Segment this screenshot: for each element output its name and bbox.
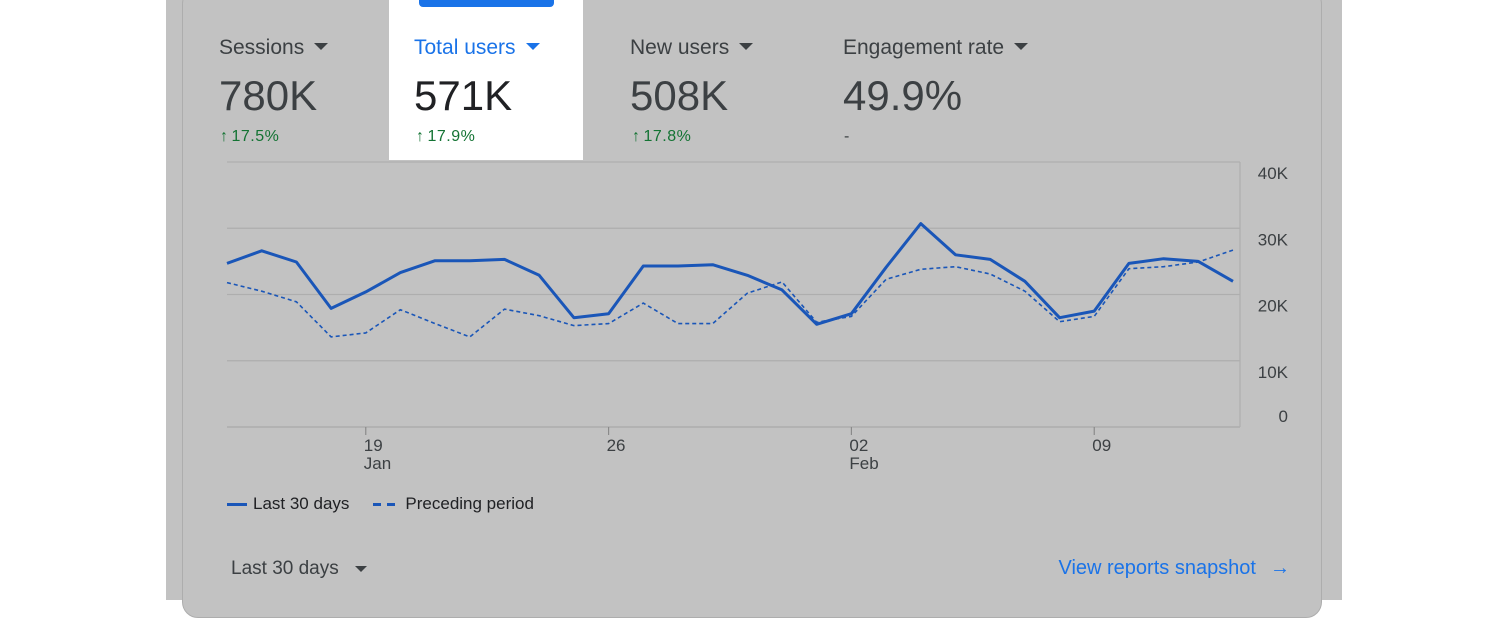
arrow-up-icon: ↑ [220, 128, 229, 145]
arrow-right-icon: → [1270, 557, 1290, 579]
chart-legend: Last 30 days Preceding period [227, 494, 558, 514]
legend-item-current: Last 30 days [227, 494, 349, 514]
chevron-down-icon [1014, 42, 1029, 50]
metric-label-text: Sessions [219, 36, 305, 59]
metric-change-sessions: ↑ 17.5% [220, 128, 279, 146]
x-tick-label-day: 26 [607, 436, 626, 455]
metric-change-text: 17.5% [231, 128, 280, 145]
date-range-label: Last 30 days [231, 558, 339, 579]
series-line-preceding-period [226, 249, 1234, 338]
x-tick-label-month: Feb [849, 454, 878, 473]
metric-change-total-users: ↑ 17.9% [416, 128, 475, 146]
overview-card [182, 0, 1322, 618]
series-line-last-30-days [226, 222, 1234, 326]
metric-change-engagement-rate: - [844, 128, 850, 145]
x-tick-label-month: Jan [364, 454, 391, 473]
date-range-dropdown[interactable]: Last 30 days [231, 558, 367, 580]
metric-label-text: Total users [414, 36, 516, 59]
metric-change-new-users: ↑ 17.8% [632, 128, 691, 146]
chevron-down-icon [354, 566, 367, 572]
arrow-up-icon: ↑ [632, 128, 641, 145]
x-tick-label-day: 09 [1092, 436, 1111, 455]
chart-series [226, 222, 1234, 338]
chevron-down-icon [739, 42, 754, 50]
snapshot-link-label: View reports snapshot [1058, 557, 1256, 579]
selected-tab-indicator [419, 0, 554, 7]
legend-solid-line-icon [227, 502, 247, 506]
metric-label-text: Engagement rate [843, 36, 1005, 59]
legend-item-previous: Preceding period [373, 494, 534, 514]
metric-tab-sessions[interactable]: Sessions 780K ↑ 17.5% [200, 0, 380, 160]
metric-tab-new-users[interactable]: New users 508K ↑ 17.8% [600, 0, 800, 160]
y-tick-label: 10K [1258, 363, 1289, 382]
metric-label-text: New users [630, 36, 730, 59]
y-tick-label: 30K [1258, 230, 1289, 249]
metric-tab-total-users[interactable]: Total users 571K ↑ 17.9% [389, 0, 583, 160]
metric-value-sessions: 780K [219, 72, 318, 119]
y-axis: 40K 30K 20K 10K 0 [1258, 164, 1289, 426]
view-reports-snapshot-link[interactable]: View reports snapshot → [1058, 557, 1290, 580]
y-tick-label: 40K [1258, 164, 1289, 183]
legend-label-current: Last 30 days [253, 494, 350, 513]
metric-label-sessions: Sessions [219, 36, 329, 60]
metric-tab-engagement-rate[interactable]: Engagement rate 49.9% - [820, 0, 1070, 160]
metric-value-engagement-rate: 49.9% [843, 72, 963, 119]
x-tick-label-day: 19 [364, 436, 383, 455]
y-tick-label: 20K [1258, 297, 1289, 316]
arrow-up-icon: ↑ [416, 128, 425, 145]
metric-label-engagement-rate: Engagement rate [843, 36, 1029, 60]
metric-value-new-users: 508K [630, 72, 729, 119]
metric-label-new-users: New users [630, 36, 754, 60]
x-tick-label-day: 02 [849, 436, 868, 455]
legend-dashed-line-icon [373, 502, 396, 506]
legend-label-previous: Preceding period [405, 494, 534, 513]
chevron-down-icon [525, 42, 540, 50]
metric-label-total-users: Total users [414, 36, 540, 60]
metric-change-text: 17.8% [643, 128, 692, 145]
chevron-down-icon [314, 42, 329, 50]
chart-gridlines [227, 161, 1241, 428]
metric-value-total-users: 571K [414, 72, 513, 119]
y-tick-label: 0 [1279, 407, 1288, 426]
metric-change-text: 17.9% [427, 128, 476, 145]
